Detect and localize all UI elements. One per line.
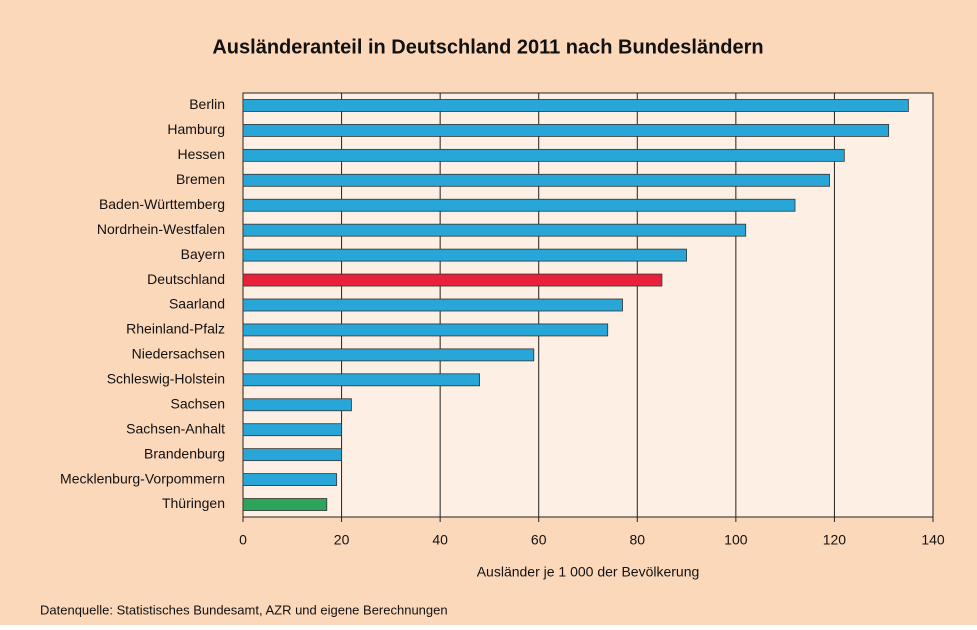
x-tick-label: 120 — [823, 532, 847, 548]
x-tick-label: 20 — [334, 532, 350, 548]
bar — [242, 248, 687, 262]
y-tick-label: Hamburg — [167, 121, 225, 137]
y-tick-label: Sachsen-Anhalt — [126, 420, 225, 436]
source-note: Datenquelle: Statistisches Bundesamt, AZ… — [40, 602, 448, 617]
bar — [242, 323, 609, 337]
y-tick-label: Sachsen — [171, 395, 225, 411]
x-axis-label: Ausländer je 1 000 der Bevölkerung — [477, 564, 700, 580]
bar — [242, 148, 845, 162]
x-tick-label: 60 — [531, 532, 547, 548]
y-tick-label: Niedersachsen — [132, 346, 225, 362]
bar — [242, 448, 342, 462]
bar — [242, 173, 830, 187]
y-tick-label: Nordrhein-Westfalen — [97, 221, 225, 237]
bar — [242, 398, 352, 412]
bar — [242, 198, 796, 212]
bar — [242, 124, 890, 137]
y-tick-label: Mecklenburg-Vorpommern — [60, 470, 225, 486]
y-tick-label: Thüringen — [162, 495, 225, 511]
bar — [242, 273, 663, 287]
bar — [242, 99, 909, 112]
bar — [242, 223, 747, 237]
y-tick-label: Schleswig-Holstein — [107, 371, 225, 387]
x-tick-label: 100 — [724, 532, 748, 548]
x-tick-label: 40 — [432, 532, 448, 548]
chart-title: Ausländeranteil in Deutschland 2011 nach… — [212, 36, 763, 58]
bar — [242, 373, 480, 387]
y-tick-label: Saarland — [169, 296, 225, 312]
y-tick-label: Bayern — [181, 246, 225, 262]
bar — [242, 498, 328, 511]
y-tick-label: Brandenburg — [144, 445, 225, 461]
y-tick-label: Berlin — [189, 96, 225, 112]
y-tick-label: Rheinland-Pfalz — [126, 321, 225, 337]
y-tick-label: Bremen — [176, 171, 225, 187]
y-tick-label: Deutschland — [147, 271, 225, 287]
x-tick-label: 140 — [921, 532, 945, 548]
x-tick-label: 0 — [239, 532, 247, 548]
bar — [242, 298, 623, 312]
bar — [242, 473, 338, 486]
y-tick-label: Hessen — [178, 146, 225, 162]
bar — [242, 423, 342, 437]
x-tick-label: 80 — [629, 532, 645, 548]
bar — [242, 348, 535, 362]
y-tick-label: Baden-Württemberg — [99, 196, 225, 212]
